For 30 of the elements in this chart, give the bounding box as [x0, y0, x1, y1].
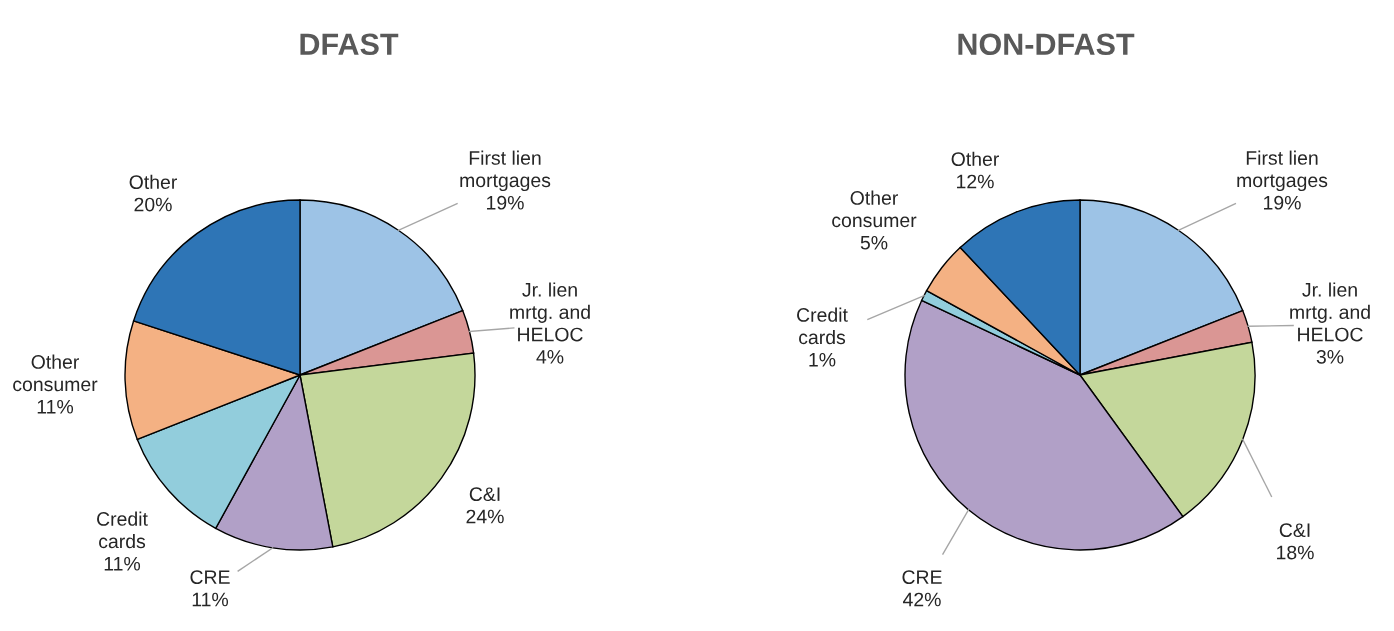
- data-label: 19%: [487, 195, 524, 210]
- slice-label: CRE: [902, 570, 942, 585]
- slice-label: CRE: [190, 570, 230, 585]
- slice-label: First lien mortgages: [460, 150, 551, 192]
- slice-label: Other consumer: [832, 190, 917, 228]
- data-label: 11%: [37, 399, 74, 414]
- data-label: 12%: [957, 174, 994, 189]
- data-label: 20%: [134, 197, 172, 212]
- data-label: 11%: [104, 556, 141, 571]
- data-label: 3%: [1316, 349, 1344, 364]
- data-label: 4%: [536, 350, 564, 364]
- data-label: 24%: [466, 509, 504, 524]
- slice-label: Jr. lien mrtg. and HELOC: [1290, 282, 1370, 342]
- slice-label: Other: [129, 174, 177, 190]
- data-label: 5%: [860, 235, 888, 250]
- chart-title: DFAST: [300, 33, 399, 56]
- slice-label: Other consumer: [13, 354, 98, 392]
- data-label: 11%: [192, 592, 229, 607]
- data-label: 18%: [1277, 545, 1314, 560]
- slice-label: C&I: [469, 487, 500, 502]
- slice-label: First lien mortgages: [1237, 150, 1328, 192]
- slice-label: Credit cards: [97, 511, 148, 549]
- chart-title: NON-DFAST: [958, 33, 1135, 56]
- data-label: 42%: [902, 592, 941, 607]
- slice-label: Other: [951, 151, 999, 167]
- slice-label: Credit cards: [797, 307, 848, 345]
- data-label: 1%: [809, 352, 836, 367]
- data-label: 19%: [1264, 195, 1301, 210]
- slice-label: C&I: [1279, 523, 1310, 538]
- slice-label: Jr. lien mrtg. and HELOC: [510, 282, 590, 342]
